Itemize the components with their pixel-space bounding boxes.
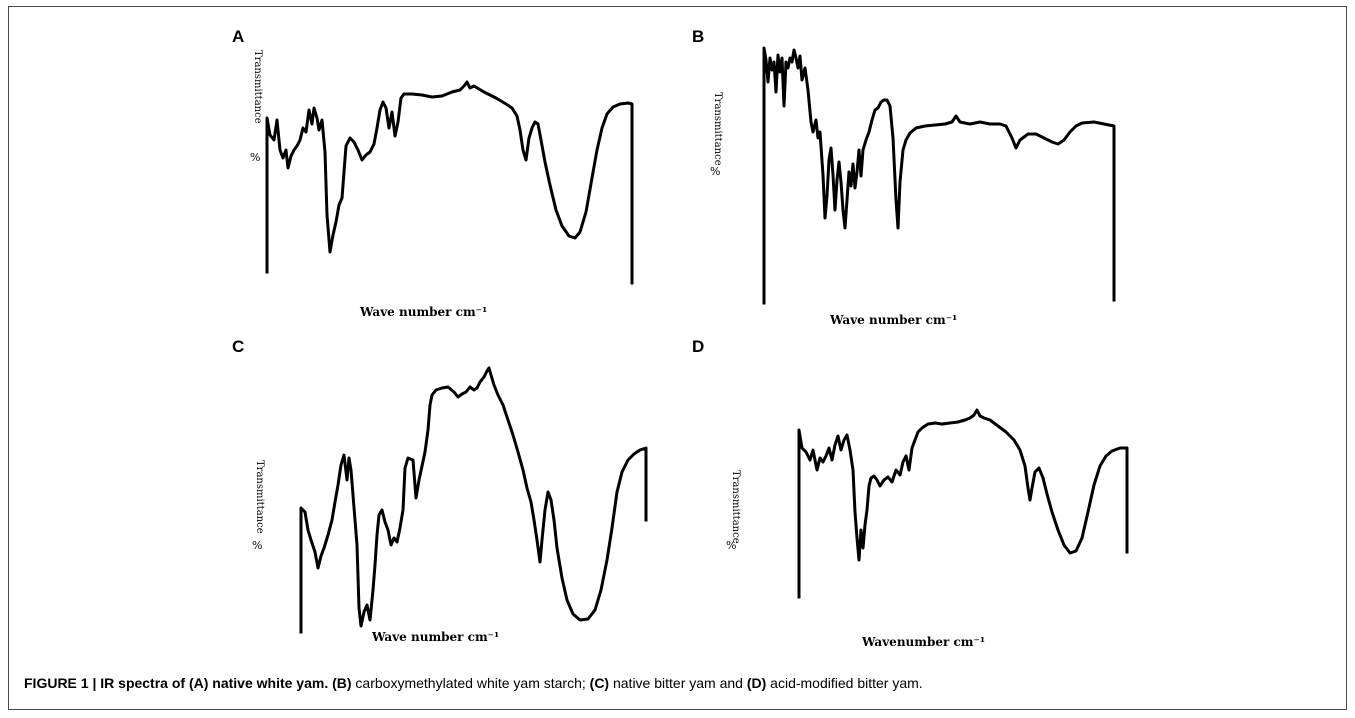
x-axis-label-d: Wavenumber cm⁻¹	[862, 635, 986, 649]
x-axis-label-a: Wave number cm⁻¹	[360, 305, 488, 319]
y-axis-unit-a: %	[250, 151, 261, 164]
figure-caption: FIGURE 1 | IR spectra of (A) native whit…	[24, 676, 923, 690]
panel-letter-a: A	[232, 27, 245, 46]
y-axis-unit-c: %	[252, 539, 263, 552]
caption-a-tag: (A)	[188, 675, 209, 691]
spectrum-c	[299, 366, 648, 634]
caption-b-text: carboxymethylated white yam starch;	[351, 675, 590, 691]
caption-a-text: native white yam.	[208, 675, 329, 691]
caption-prefix: FIGURE 1 | IR spectra of	[24, 675, 189, 691]
spectrum-b	[762, 46, 1116, 305]
caption-d-tag: (D)	[746, 675, 767, 691]
panel-letter-b: B	[692, 27, 705, 46]
y-axis-unit-d: %	[726, 539, 737, 552]
x-axis-label-c: Wave number cm⁻¹	[372, 630, 500, 644]
x-axis-label-b: Wave number cm⁻¹	[830, 313, 958, 327]
figure-frame	[8, 6, 1347, 710]
caption-b-tag: (B)	[328, 675, 352, 691]
caption-c-tag: (C)	[589, 675, 610, 691]
panel-letter-c: C	[232, 337, 245, 356]
y-axis-unit-b: %	[710, 165, 721, 178]
spectrum-a	[265, 80, 634, 285]
spectrum-d	[797, 408, 1129, 599]
caption-d-text: acid-modified bitter yam.	[766, 675, 923, 691]
panel-letter-d: D	[692, 337, 705, 356]
caption-c-text: native bitter yam and	[609, 675, 747, 691]
